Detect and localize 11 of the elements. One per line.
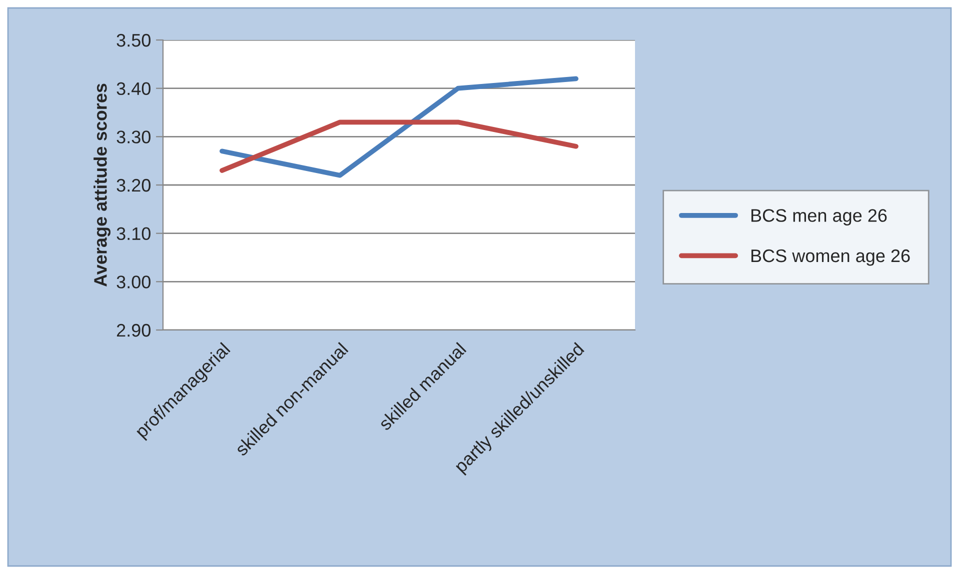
y-tick-label: 3.40	[116, 82, 150, 96]
y-axis-title: Average attitude scores	[94, 84, 110, 287]
legend-label: BCS men age 26	[751, 209, 887, 226]
y-tick-label: 3.50	[116, 34, 150, 47]
y-tick-label: 3.10	[116, 227, 150, 240]
y-tick-label: 3.00	[116, 276, 150, 288]
y-tick-label: 3.30	[116, 130, 150, 144]
y-tick-label: 3.20	[116, 178, 150, 192]
legend-label: BCS women age 26	[751, 249, 910, 266]
line-series	[220, 76, 578, 178]
y-tick-label: 2.90	[116, 324, 150, 337]
